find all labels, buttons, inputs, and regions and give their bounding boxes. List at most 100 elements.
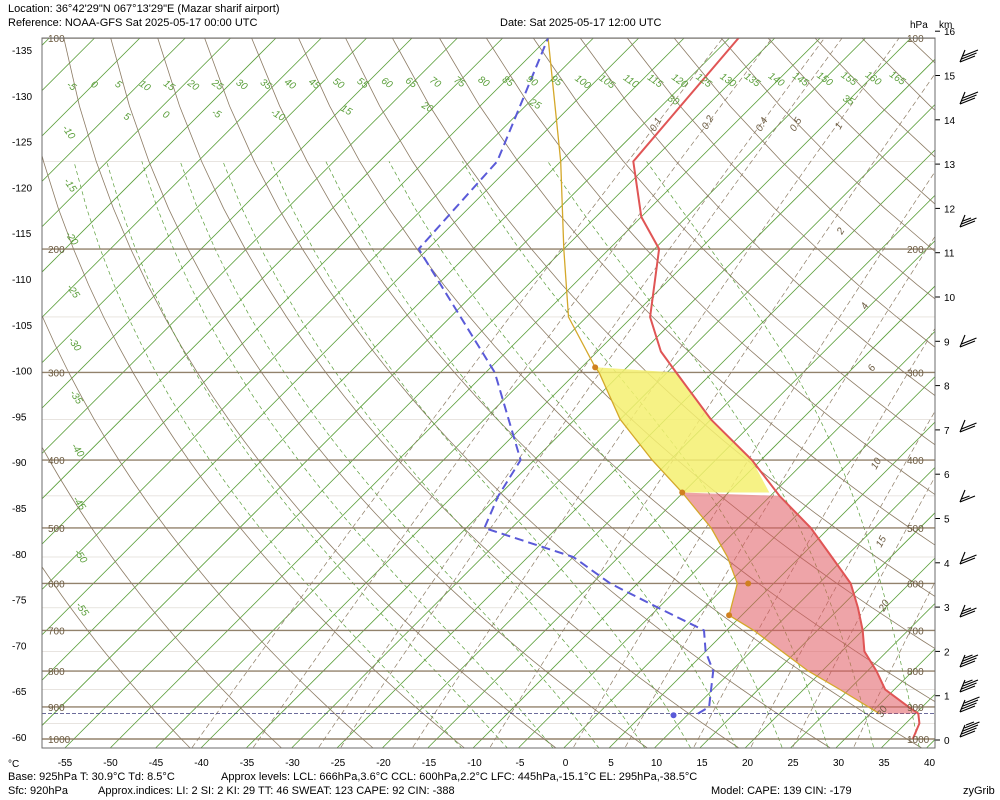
pressure-label-right: 200 [907, 245, 924, 256]
theta-label: 20 [184, 77, 201, 93]
pressure-label-left: 700 [48, 626, 65, 637]
isotherm-line [109, 38, 821, 748]
barb-feather [959, 495, 976, 503]
barb-staff [959, 654, 966, 668]
theta-e-label: 35 [841, 93, 857, 108]
theta-left-label: -10 [60, 123, 78, 142]
indices-info: Approx.indices: LI: 2 SI: 2 KI: 29 TT: 4… [98, 785, 455, 797]
theta-e-label: 30 [666, 93, 682, 108]
cape-cin-fills [595, 367, 919, 714]
theta-label: 100 [572, 73, 592, 92]
pressure-label-left: 800 [48, 667, 65, 678]
barb-half-feather [964, 654, 973, 659]
barb-feather [959, 425, 976, 433]
km-tick-label: 9 [944, 337, 950, 348]
barb-half-feather [962, 217, 972, 222]
pressure-label-left: 600 [48, 579, 65, 590]
barb-feather [962, 654, 979, 662]
wind-barbs [959, 49, 980, 738]
km-tick-label: 8 [944, 382, 950, 393]
barb-staff [959, 489, 966, 503]
isotherm-line [926, 738, 935, 748]
theta-label: 75 [451, 75, 467, 91]
x-tick-label: -5 [516, 758, 525, 769]
moist-adiabat [179, 161, 600, 748]
moist-adiabat [141, 161, 554, 748]
mixing-ratio-line [489, 73, 935, 748]
barb-staff [959, 419, 966, 433]
left-tick-label: -65 [12, 687, 27, 698]
x-tick-label: 30 [833, 758, 845, 769]
theta-label: 60 [379, 76, 395, 92]
mixing-ratio-label: 6 [866, 363, 879, 374]
x-tick-label: -50 [103, 758, 118, 769]
dry-adiabat [63, 38, 557, 748]
barb-feather [959, 97, 976, 105]
theta-e-label: 5 [122, 111, 133, 124]
mixing-ratio-label: 4 [859, 301, 872, 312]
isotherm-line [42, 38, 367, 364]
theta-e-label: 15 [339, 103, 355, 118]
base-info: Base: 925hPa T: 30.9°C Td: 8.5°C [8, 771, 175, 783]
isotherm-line [472, 285, 935, 748]
moist-adiabat [270, 161, 692, 748]
barb-feather [961, 702, 977, 710]
theta-label: 160 [863, 70, 883, 89]
left-tick-label: -100 [12, 367, 32, 378]
x-tick-label: 35 [878, 758, 890, 769]
km-tick-label: 12 [944, 204, 956, 215]
mixing-ratio-label: 2 [835, 226, 848, 238]
isotherm-line [42, 38, 640, 636]
dry-adiabat [42, 566, 191, 748]
dry-adiabat [439, 38, 935, 546]
x-tick-label: 25 [787, 758, 799, 769]
wind-barb [959, 696, 980, 713]
left-tick-label: -85 [12, 504, 27, 515]
barb-feather [959, 730, 976, 738]
left-tick-label: -110 [12, 275, 32, 286]
mixing-ratio-line [252, 38, 773, 748]
theta-left-label: -20 [63, 229, 81, 248]
mixing-ratio-line [624, 235, 935, 748]
base_td-marker [670, 712, 677, 719]
pressure-label-left: 200 [48, 245, 65, 256]
reference-text: Reference: NOAA-GFS Sat 2025-05-17 00:00… [8, 17, 258, 29]
isotherm-line [42, 38, 231, 228]
theta-label: 165 [887, 69, 907, 88]
mixing-ratio-label: 10 [869, 456, 884, 472]
mixing-ratio-label: 0.4 [754, 116, 771, 134]
barb-half-feather [962, 607, 972, 612]
wind-barb [959, 91, 979, 105]
theta-label: 40 [282, 77, 298, 93]
isotherm-line [155, 38, 866, 748]
isotherm-line [563, 376, 935, 748]
theta-label: 45 [306, 76, 322, 92]
pressure-label-right: 600 [907, 579, 924, 590]
ccl-marker [745, 580, 752, 587]
km-tick-label: 4 [944, 559, 950, 570]
km-tick-label: 3 [944, 603, 950, 614]
barb-feather [959, 705, 976, 713]
pressure-label-right: 400 [907, 456, 924, 467]
barb-feather [962, 91, 979, 99]
dry-adiabat [110, 38, 649, 748]
brand-text: zyGrib [963, 785, 995, 797]
x-tick-label: 10 [651, 758, 663, 769]
isotherm-line [42, 38, 594, 591]
pressure-label-right: 100 [907, 34, 924, 45]
theta-left-label: -50 [72, 547, 90, 566]
x-tick-label: 5 [608, 758, 614, 769]
mixing-ratio-label: 0.5 [788, 116, 805, 134]
isotherm-line [42, 38, 458, 454]
barb-feather [959, 610, 976, 618]
location-text: Location: 36°42'29"N 067°13'29"E (Mazar … [8, 3, 280, 15]
theta-label: 90 [524, 74, 540, 90]
isotherm-line [42, 38, 277, 273]
pressure-label-left: 100 [48, 34, 65, 45]
isotherm-line [42, 38, 685, 681]
dry-adiabat [861, 38, 935, 111]
pressure-label-right: 900 [907, 703, 924, 714]
theta-label: 0 [88, 79, 99, 91]
km-tick-label: 0 [944, 736, 950, 747]
